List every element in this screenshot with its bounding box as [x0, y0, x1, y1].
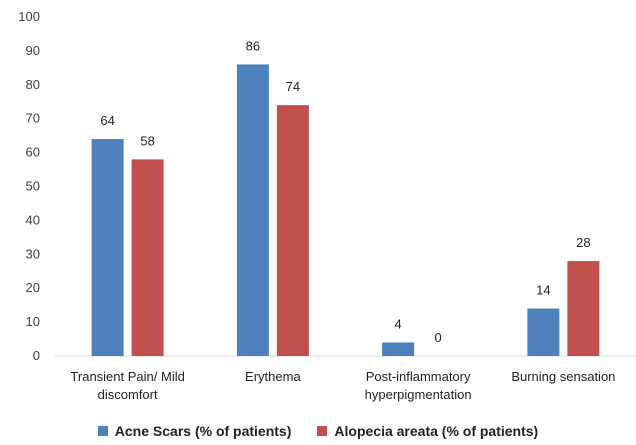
data-label: 58 [140, 133, 154, 148]
y-tick-label: 50 [26, 179, 40, 194]
bar [567, 261, 600, 356]
x-category-label: Burning sensation [511, 369, 615, 384]
x-category-label: Post-inflammatory [366, 369, 471, 384]
y-tick-label: 30 [26, 246, 40, 261]
legend-swatch-alopecia-areata [317, 426, 328, 436]
legend-item-alopecia-areata: Alopecia areata (% of patients) [317, 423, 538, 439]
legend-swatch-acne-scars [97, 426, 108, 436]
y-tick-label: 40 [26, 212, 40, 227]
legend-label-acne-scars: Acne Scars (% of patients) [114, 423, 292, 439]
bar [131, 159, 164, 356]
data-label: 14 [536, 283, 550, 298]
bar [527, 308, 560, 356]
data-label: 4 [395, 316, 402, 331]
bar [276, 105, 309, 356]
data-label: 0 [435, 330, 442, 345]
x-category-label: discomfort [98, 387, 158, 402]
y-tick-label: 80 [26, 77, 40, 92]
bars [91, 64, 600, 357]
y-tick-label: 20 [26, 280, 40, 295]
y-tick-label: 10 [26, 314, 40, 329]
legend-label-alopecia-areata: Alopecia areata (% of patients) [334, 423, 539, 439]
y-tick-label: 60 [26, 145, 40, 160]
data-labels: 64 58 86 74 4 0 14 28 [100, 38, 590, 345]
data-label: 64 [100, 113, 114, 128]
x-category-label: Transient Pain/ Mild [70, 369, 184, 384]
data-label: 74 [286, 79, 300, 94]
bar [382, 342, 415, 356]
y-tick-label: 90 [26, 43, 40, 58]
bar [91, 139, 124, 356]
data-label: 86 [246, 38, 260, 53]
y-tick-label: 0 [33, 348, 40, 363]
x-category-label: hyperpigmentation [365, 387, 472, 402]
x-axis-categories: Transient Pain/ Mild discomfort Erythema Po… [70, 369, 615, 402]
y-tick-label: 100 [18, 9, 40, 24]
legend-item-acne-scars: Acne Scars (% of patients) [97, 423, 292, 439]
y-tick-label: 70 [26, 111, 40, 126]
legend: Acne Scars (% of patients) Alopecia area… [0, 420, 636, 442]
x-category-label: Erythema [245, 369, 301, 384]
data-label: 28 [576, 235, 590, 250]
y-axis: 0 10 20 30 40 50 60 70 80 90 100 [18, 9, 40, 363]
bar [236, 64, 269, 357]
